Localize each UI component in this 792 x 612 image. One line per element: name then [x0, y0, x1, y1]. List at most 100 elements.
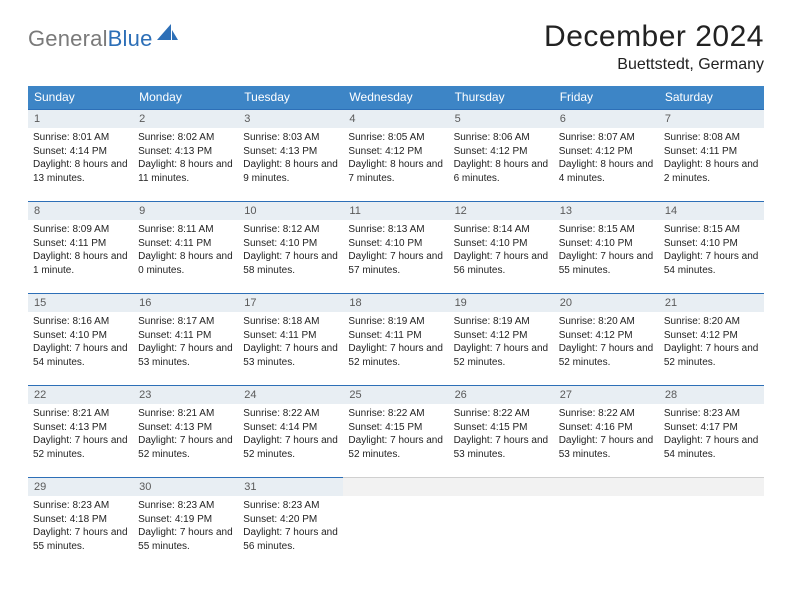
calendar-cell: 8Sunrise: 8:09 AMSunset: 4:11 PMDaylight… — [28, 201, 133, 287]
calendar-week: 1Sunrise: 8:01 AMSunset: 4:14 PMDaylight… — [28, 109, 764, 195]
sunset-line: Sunset: 4:10 PM — [664, 237, 759, 251]
sunrise-line: Sunrise: 8:05 AM — [348, 131, 443, 145]
day-body: Sunrise: 8:06 AMSunset: 4:12 PMDaylight:… — [449, 128, 554, 188]
sunset-line: Sunset: 4:12 PM — [348, 145, 443, 159]
day-number: 16 — [133, 293, 238, 312]
sunrise-line: Sunrise: 8:19 AM — [348, 315, 443, 329]
daylight-line: Daylight: 7 hours and 52 minutes. — [33, 434, 128, 461]
sunset-line: Sunset: 4:19 PM — [138, 513, 233, 527]
sunset-line: Sunset: 4:10 PM — [559, 237, 654, 251]
day-body: Sunrise: 8:21 AMSunset: 4:13 PMDaylight:… — [28, 404, 133, 464]
daylight-line: Daylight: 7 hours and 56 minutes. — [454, 250, 549, 277]
month-title: December 2024 — [544, 20, 764, 54]
daylight-line: Daylight: 7 hours and 52 minutes. — [348, 342, 443, 369]
sunrise-line: Sunrise: 8:15 AM — [559, 223, 654, 237]
weekday-header: Friday — [554, 86, 659, 109]
weekday-header: Monday — [133, 86, 238, 109]
sunrise-line: Sunrise: 8:23 AM — [664, 407, 759, 421]
sunset-line: Sunset: 4:12 PM — [454, 145, 549, 159]
daylight-line: Daylight: 7 hours and 52 minutes. — [138, 434, 233, 461]
calendar-cell: 6Sunrise: 8:07 AMSunset: 4:12 PMDaylight… — [554, 109, 659, 195]
sunset-line: Sunset: 4:13 PM — [138, 421, 233, 435]
calendar-cell: 20Sunrise: 8:20 AMSunset: 4:12 PMDayligh… — [554, 293, 659, 379]
day-number: 7 — [659, 109, 764, 128]
calendar-cell: 19Sunrise: 8:19 AMSunset: 4:12 PMDayligh… — [449, 293, 554, 379]
sunrise-line: Sunrise: 8:22 AM — [243, 407, 338, 421]
sunrise-line: Sunrise: 8:01 AM — [33, 131, 128, 145]
day-number: 11 — [343, 201, 448, 220]
daylight-line: Daylight: 7 hours and 52 minutes. — [243, 434, 338, 461]
sunset-line: Sunset: 4:20 PM — [243, 513, 338, 527]
day-number: 24 — [238, 385, 343, 404]
day-body: Sunrise: 8:03 AMSunset: 4:13 PMDaylight:… — [238, 128, 343, 188]
sunrise-line: Sunrise: 8:02 AM — [138, 131, 233, 145]
sunset-line: Sunset: 4:13 PM — [138, 145, 233, 159]
sunset-line: Sunset: 4:13 PM — [243, 145, 338, 159]
day-body: Sunrise: 8:17 AMSunset: 4:11 PMDaylight:… — [133, 312, 238, 372]
calendar-cell: 23Sunrise: 8:21 AMSunset: 4:13 PMDayligh… — [133, 385, 238, 471]
calendar-cell: 9Sunrise: 8:11 AMSunset: 4:11 PMDaylight… — [133, 201, 238, 287]
sunset-line: Sunset: 4:14 PM — [33, 145, 128, 159]
day-number: 17 — [238, 293, 343, 312]
sunset-line: Sunset: 4:14 PM — [243, 421, 338, 435]
daylight-line: Daylight: 7 hours and 52 minutes. — [559, 342, 654, 369]
daylight-line: Daylight: 7 hours and 58 minutes. — [243, 250, 338, 277]
daylight-line: Daylight: 7 hours and 54 minutes. — [33, 342, 128, 369]
daylight-line: Daylight: 8 hours and 4 minutes. — [559, 158, 654, 185]
weekday-header: Saturday — [659, 86, 764, 109]
day-body: Sunrise: 8:07 AMSunset: 4:12 PMDaylight:… — [554, 128, 659, 188]
day-body: Sunrise: 8:20 AMSunset: 4:12 PMDaylight:… — [659, 312, 764, 372]
weekday-header: Thursday — [449, 86, 554, 109]
calendar-cell: 11Sunrise: 8:13 AMSunset: 4:10 PMDayligh… — [343, 201, 448, 287]
calendar-cell: 21Sunrise: 8:20 AMSunset: 4:12 PMDayligh… — [659, 293, 764, 379]
daylight-line: Daylight: 7 hours and 52 minutes. — [348, 434, 443, 461]
calendar-cell: 17Sunrise: 8:18 AMSunset: 4:11 PMDayligh… — [238, 293, 343, 379]
day-body: Sunrise: 8:18 AMSunset: 4:11 PMDaylight:… — [238, 312, 343, 372]
calendar-cell: 31Sunrise: 8:23 AMSunset: 4:20 PMDayligh… — [238, 477, 343, 563]
sunrise-line: Sunrise: 8:21 AM — [33, 407, 128, 421]
day-number: 30 — [133, 477, 238, 496]
day-number: 19 — [449, 293, 554, 312]
day-body: Sunrise: 8:08 AMSunset: 4:11 PMDaylight:… — [659, 128, 764, 188]
calendar-cell: 26Sunrise: 8:22 AMSunset: 4:15 PMDayligh… — [449, 385, 554, 471]
sunset-line: Sunset: 4:11 PM — [348, 329, 443, 343]
calendar-cell: 10Sunrise: 8:12 AMSunset: 4:10 PMDayligh… — [238, 201, 343, 287]
day-body: Sunrise: 8:22 AMSunset: 4:15 PMDaylight:… — [343, 404, 448, 464]
sunrise-line: Sunrise: 8:07 AM — [559, 131, 654, 145]
daylight-line: Daylight: 7 hours and 52 minutes. — [454, 342, 549, 369]
sunset-line: Sunset: 4:12 PM — [559, 329, 654, 343]
calendar-cell: 12Sunrise: 8:14 AMSunset: 4:10 PMDayligh… — [449, 201, 554, 287]
sunrise-line: Sunrise: 8:20 AM — [664, 315, 759, 329]
daylight-line: Daylight: 7 hours and 53 minutes. — [138, 342, 233, 369]
sunset-line: Sunset: 4:16 PM — [559, 421, 654, 435]
day-number: 3 — [238, 109, 343, 128]
daylight-line: Daylight: 7 hours and 57 minutes. — [348, 250, 443, 277]
sunset-line: Sunset: 4:11 PM — [138, 329, 233, 343]
day-body: Sunrise: 8:23 AMSunset: 4:17 PMDaylight:… — [659, 404, 764, 464]
day-body: Sunrise: 8:22 AMSunset: 4:15 PMDaylight:… — [449, 404, 554, 464]
day-body: Sunrise: 8:13 AMSunset: 4:10 PMDaylight:… — [343, 220, 448, 280]
day-body: Sunrise: 8:15 AMSunset: 4:10 PMDaylight:… — [554, 220, 659, 280]
sunrise-line: Sunrise: 8:08 AM — [664, 131, 759, 145]
calendar-cell: 3Sunrise: 8:03 AMSunset: 4:13 PMDaylight… — [238, 109, 343, 195]
sunset-line: Sunset: 4:17 PM — [664, 421, 759, 435]
calendar-body: 1Sunrise: 8:01 AMSunset: 4:14 PMDaylight… — [28, 109, 764, 563]
sunrise-line: Sunrise: 8:06 AM — [454, 131, 549, 145]
calendar-cell: . — [343, 477, 448, 563]
day-number: 13 — [554, 201, 659, 220]
day-number: 29 — [28, 477, 133, 496]
weekday-header: Tuesday — [238, 86, 343, 109]
sunset-line: Sunset: 4:12 PM — [454, 329, 549, 343]
daylight-line: Daylight: 7 hours and 52 minutes. — [664, 342, 759, 369]
brand-word-2: Blue — [108, 26, 153, 51]
sunset-line: Sunset: 4:12 PM — [559, 145, 654, 159]
day-body: Sunrise: 8:23 AMSunset: 4:19 PMDaylight:… — [133, 496, 238, 556]
sunrise-line: Sunrise: 8:03 AM — [243, 131, 338, 145]
calendar-cell: 13Sunrise: 8:15 AMSunset: 4:10 PMDayligh… — [554, 201, 659, 287]
calendar-cell: . — [659, 477, 764, 563]
day-number: 5 — [449, 109, 554, 128]
calendar-cell: 5Sunrise: 8:06 AMSunset: 4:12 PMDaylight… — [449, 109, 554, 195]
calendar-cell: 4Sunrise: 8:05 AMSunset: 4:12 PMDaylight… — [343, 109, 448, 195]
sunrise-line: Sunrise: 8:17 AM — [138, 315, 233, 329]
day-body: Sunrise: 8:19 AMSunset: 4:12 PMDaylight:… — [449, 312, 554, 372]
